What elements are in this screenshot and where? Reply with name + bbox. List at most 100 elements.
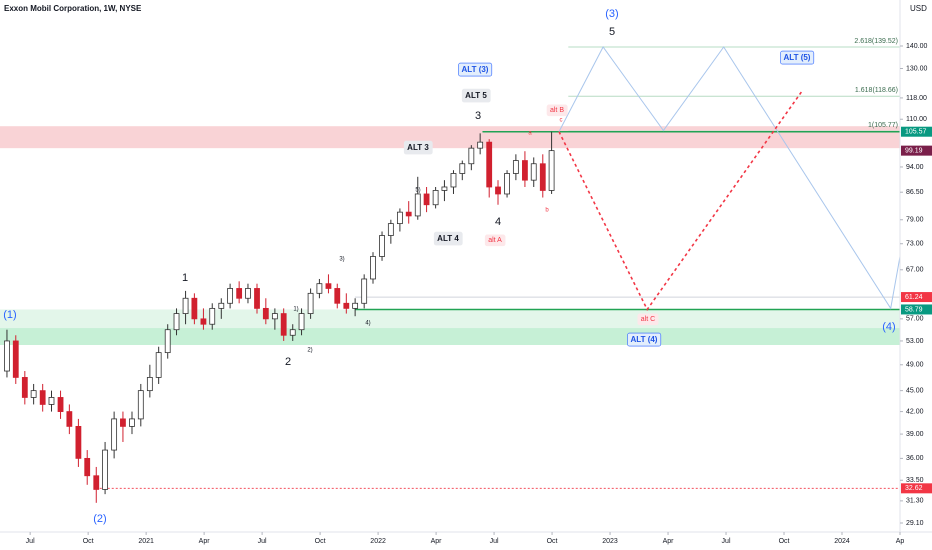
annotation: (3) [605,8,618,20]
annotation-label: 1) [293,307,298,313]
candle-body [486,141,493,188]
x-tick-label: Oct [547,538,558,545]
y-tick-label: 31.30 [906,498,924,505]
x-tick-label: Jul [490,538,499,545]
candle-body [280,313,287,336]
candle-body [191,297,198,320]
fib-label: 1.618(118.66) [855,87,898,94]
annotation-box [780,50,815,65]
x-tick-label: Jul [258,538,267,545]
candle-body [423,193,430,206]
annotation-label: ALT (4) [631,335,658,344]
annotation-box [461,88,491,103]
candle-body [298,313,305,331]
x-tick-label: Apr [431,538,443,545]
candle-body [512,160,519,174]
annotation-box [484,234,506,247]
price-tag-label: 105.57 [905,129,927,136]
annotation: ALT (3) [458,62,493,77]
zone [0,126,900,149]
annotation: ALT 3 [403,140,433,155]
candle-body [21,377,28,398]
candle-body [307,292,314,314]
candle-body [48,397,55,405]
annotation: alt B [546,104,568,117]
annotation: (2) [93,513,106,525]
candle-body [370,256,376,280]
y-tick-label: 29.10 [906,520,924,527]
annotation: (4) [882,321,895,333]
candle-body [57,397,64,412]
annotation-label: 2) [307,348,312,354]
y-tick-label: 53.00 [906,338,924,345]
annotation: 3) [339,257,344,263]
price-tag-label: 61.24 [905,294,923,301]
annotation-label: ALT (5) [784,53,811,62]
candle-body [495,186,501,195]
annotation: a [528,131,532,137]
y-tick-label: 86.50 [906,189,924,196]
annotation-label: alt C [641,316,655,323]
x-tick-label: Oct [315,538,326,545]
annotation-label: (2) [93,513,106,525]
x-tick-label: Apr [663,538,675,545]
candle-body [539,163,546,191]
candle-body [379,235,385,257]
y-tick-label: 94.00 [906,164,924,171]
projection [558,46,901,310]
candle-body [396,211,403,225]
candle-body [227,288,234,304]
candle-body [459,163,466,174]
candle-body [271,313,278,320]
annotation-label: 5 [609,26,615,38]
candle-body [102,449,108,490]
annotation-label: 3 [475,110,481,122]
candle-body [548,150,555,191]
annotation-box [458,62,493,77]
zone [0,328,900,345]
plot-area: 2.618(139.52) 1.618(118.66) 1(105.77) (1) (2… [0,8,901,525]
annotation: 5 [609,26,615,38]
price-tag [901,126,932,137]
annotation: b [545,208,549,214]
annotation-label: alt A [488,237,502,244]
price-tag [901,145,932,156]
annotation: ALT 5 [461,88,491,103]
annotation-label: (1) [3,309,16,321]
candle-body [361,278,368,304]
x-tick-label: Oct [83,538,94,545]
annotation-label: alt B [550,107,564,114]
candle-body [93,475,100,490]
x-tick-label: 2023 [602,538,618,545]
candle-body [441,186,448,191]
annotation: ALT (4) [627,332,662,347]
candle-body [522,160,528,181]
annotation-label: c [560,118,563,124]
x-tick-label: Oct [779,538,790,545]
annotation-label: (3) [605,8,618,20]
annotation-box [403,140,433,155]
y-tick-label: 79.00 [906,217,924,224]
candle-body [262,307,269,320]
candle-body [504,173,510,195]
annotation: c [560,118,563,124]
annotation: ALT 4 [433,231,463,246]
annotation-label: ALT (3) [462,65,489,74]
annotation-label: b [545,208,549,214]
annotation-label: 5) [415,188,420,194]
price-tag-label: 99.19 [905,147,923,154]
zone [0,309,900,329]
candle-body [129,418,135,427]
y-tick-label: 140.00 [906,43,928,50]
y-tick-label: 57.00 [906,316,924,323]
candle-body [432,190,439,206]
annotation-label: 3) [339,257,344,263]
annotation-box [433,231,463,246]
y-tick-label: 42.00 [906,408,924,415]
candle-body [4,340,10,372]
candle-body [155,352,162,378]
price-tag-label: 58.79 [905,306,923,313]
fib-label: 1(105.77) [868,122,898,129]
price-tag [901,292,932,303]
